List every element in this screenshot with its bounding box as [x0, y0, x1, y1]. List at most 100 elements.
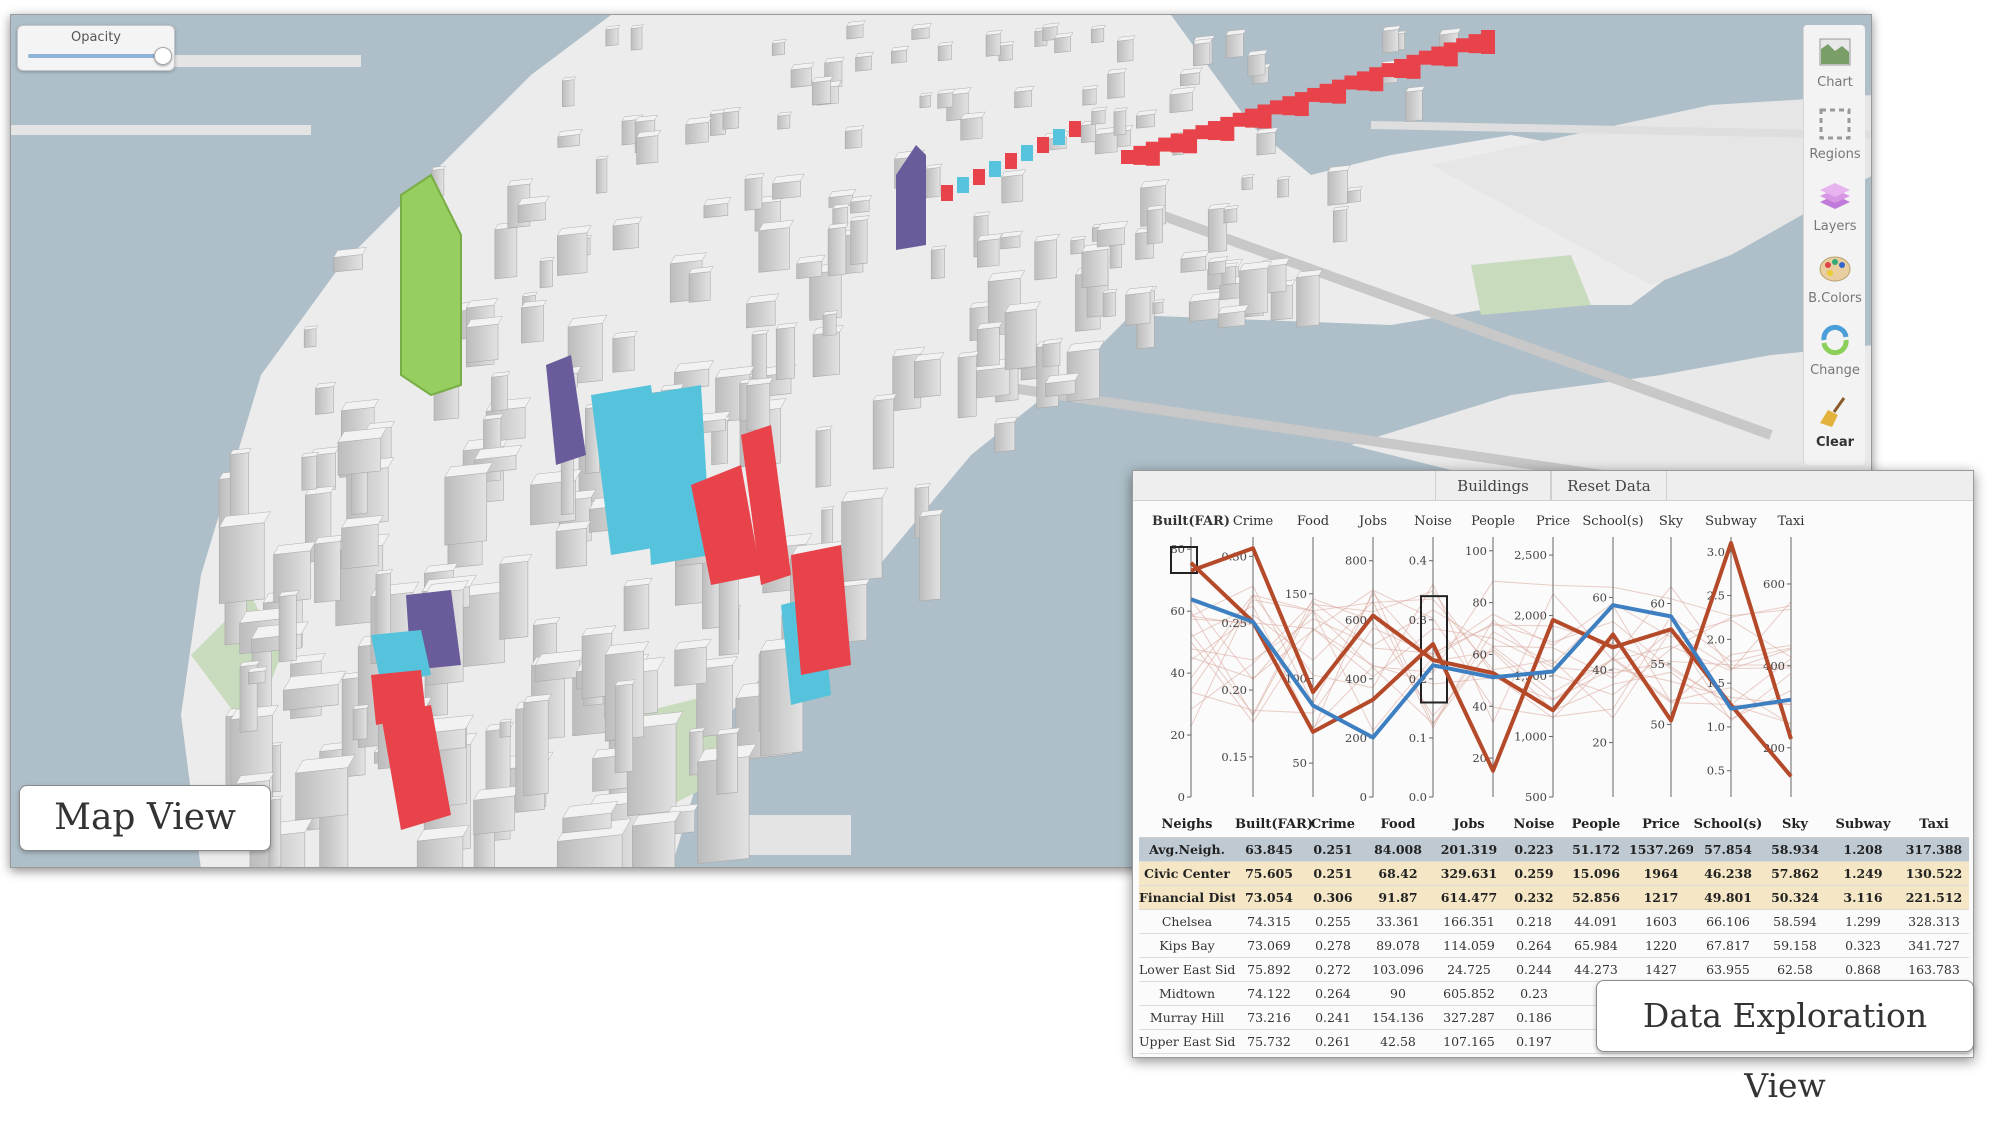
building: [930, 248, 945, 280]
building-roof: [960, 111, 986, 120]
red-building: [1307, 87, 1322, 102]
building-roof: [539, 256, 555, 262]
neighborhood-name: Upper East Side: [1139, 1029, 1235, 1054]
building: [815, 429, 831, 488]
table-row[interactable]: Kips Bay 73.069 0.278 89.078 114.059 0.264 65.…: [1139, 933, 1969, 958]
building-roof: [914, 483, 931, 489]
parallel-coordinates-chart[interactable]: Built(FAR) 0 20 40 60 80 Crime 0.15 0.20 0.25 0.3 0…: [1133, 503, 1974, 843]
map-canvas[interactable]: [11, 15, 1872, 868]
column-header[interactable]: Subway: [1827, 813, 1899, 838]
column-header[interactable]: Built(FAR): [1235, 813, 1313, 838]
chart-button[interactable]: Chart: [1804, 29, 1866, 99]
table-row[interactable]: Financial District73.0540.30691.87614.47…: [1139, 885, 1969, 910]
table-cell: 103.096: [1363, 957, 1433, 982]
change-button[interactable]: Change: [1804, 317, 1866, 387]
reset-data-tab[interactable]: Reset Data: [1551, 471, 1667, 501]
building-roof: [758, 219, 795, 232]
table-row[interactable]: Lower East Side 75.892 0.272 103.096 24.725 0…: [1139, 957, 1969, 982]
table-cell: 0.197: [1505, 1029, 1563, 1054]
building: [1125, 292, 1151, 326]
building-roof: [1225, 28, 1247, 36]
table-cell: 0.272: [1303, 957, 1363, 982]
neighborhood-name: Lower East Side: [1139, 957, 1235, 982]
building: [985, 33, 1001, 57]
tick-label: 60: [1472, 647, 1487, 661]
tick-label: 0.5: [1707, 764, 1725, 778]
layers-button[interactable]: Layers: [1804, 173, 1866, 243]
building-roof: [1096, 220, 1129, 231]
building-roof: [340, 398, 380, 412]
red-building: [1369, 67, 1384, 92]
table-row[interactable]: Avg.Neigh. 63.845 0.251 84.008 201.319 0.223 5…: [1139, 837, 1969, 862]
neighborhood-name: Avg.Neigh.: [1139, 837, 1235, 862]
column-header[interactable]: Jobs: [1433, 813, 1505, 838]
column-header[interactable]: Price: [1629, 813, 1693, 838]
table-cell: 1.208: [1827, 837, 1899, 862]
red-building: [1418, 50, 1433, 65]
table-cell: 0.23: [1505, 981, 1563, 1006]
building-roof: [855, 51, 874, 58]
table-row[interactable]: Civic Center 75.605 0.251 68.42 329.631 0.259…: [1139, 861, 1969, 886]
building-roof: [604, 641, 650, 656]
column-header[interactable]: School(s): [1693, 813, 1763, 838]
building: [1169, 92, 1193, 114]
buildings-tab[interactable]: Buildings: [1435, 471, 1551, 501]
building-roof: [1044, 372, 1080, 384]
building-roof: [674, 638, 712, 651]
table-cell: 15.096: [1563, 861, 1629, 886]
tick-label: 1,000: [1514, 730, 1547, 744]
opacity-control[interactable]: Opacity: [17, 25, 175, 71]
column-header[interactable]: Noise: [1505, 813, 1563, 838]
table-cell: 0.232: [1505, 885, 1563, 910]
bcolors-button[interactable]: B.Colors: [1804, 245, 1866, 315]
column-header[interactable]: Sky: [1763, 813, 1827, 838]
building-roof: [337, 427, 388, 443]
regions-label: Regions: [1809, 147, 1861, 162]
column-header[interactable]: Neighs: [1139, 813, 1235, 838]
building-roof: [1277, 175, 1291, 181]
building-roof: [483, 413, 504, 421]
building-roof: [796, 254, 826, 265]
table-cell: 75.605: [1235, 861, 1303, 886]
tick-label: 2,000: [1514, 609, 1547, 623]
axis-brush[interactable]: [1170, 546, 1198, 574]
table-cell: 327.287: [1433, 1005, 1505, 1030]
map-view[interactable]: Opacity Chart Regions Layers: [10, 14, 1872, 868]
building-roof: [827, 222, 849, 230]
table-cell: 63.845: [1235, 837, 1303, 862]
red-building: [1170, 133, 1185, 153]
building: [775, 326, 795, 381]
building-roof: [771, 39, 787, 44]
column-header[interactable]: Crime: [1303, 813, 1363, 838]
building-roof: [832, 203, 850, 210]
table-row[interactable]: Chelsea 74.315 0.255 33.361 166.351 0.218 44.0…: [1139, 909, 1969, 934]
column-header[interactable]: People: [1563, 813, 1629, 838]
building-roof: [722, 106, 742, 114]
table-cell: 62.58: [1763, 957, 1827, 982]
clear-button[interactable]: Clear: [1804, 389, 1866, 459]
building: [1117, 39, 1134, 63]
series-line[interactable]: [1190, 541, 1793, 740]
axis-title: School(s): [1582, 514, 1643, 529]
building: [1277, 178, 1289, 198]
column-header[interactable]: Food: [1363, 813, 1433, 838]
column-header[interactable]: Taxi: [1899, 813, 1969, 838]
series-line[interactable]: [1189, 561, 1793, 778]
building-roof: [1382, 25, 1401, 32]
building-roof: [636, 130, 662, 139]
building: [278, 594, 297, 663]
building-roof: [1000, 230, 1024, 239]
building-roof: [1091, 106, 1108, 112]
building-roof: [1107, 68, 1128, 75]
series-line[interactable]: [1190, 597, 1792, 740]
opacity-slider-track[interactable]: [28, 54, 164, 58]
regions-button[interactable]: Regions: [1804, 101, 1866, 171]
bridge: [1159, 210, 1773, 440]
opacity-slider-thumb[interactable]: [154, 47, 172, 65]
tick-label: 60: [1170, 604, 1185, 618]
building-roof: [631, 810, 682, 827]
building: [632, 821, 676, 867]
building: [1152, 301, 1164, 315]
table-cell: 73.216: [1235, 1005, 1303, 1030]
building-roof: [771, 173, 805, 185]
